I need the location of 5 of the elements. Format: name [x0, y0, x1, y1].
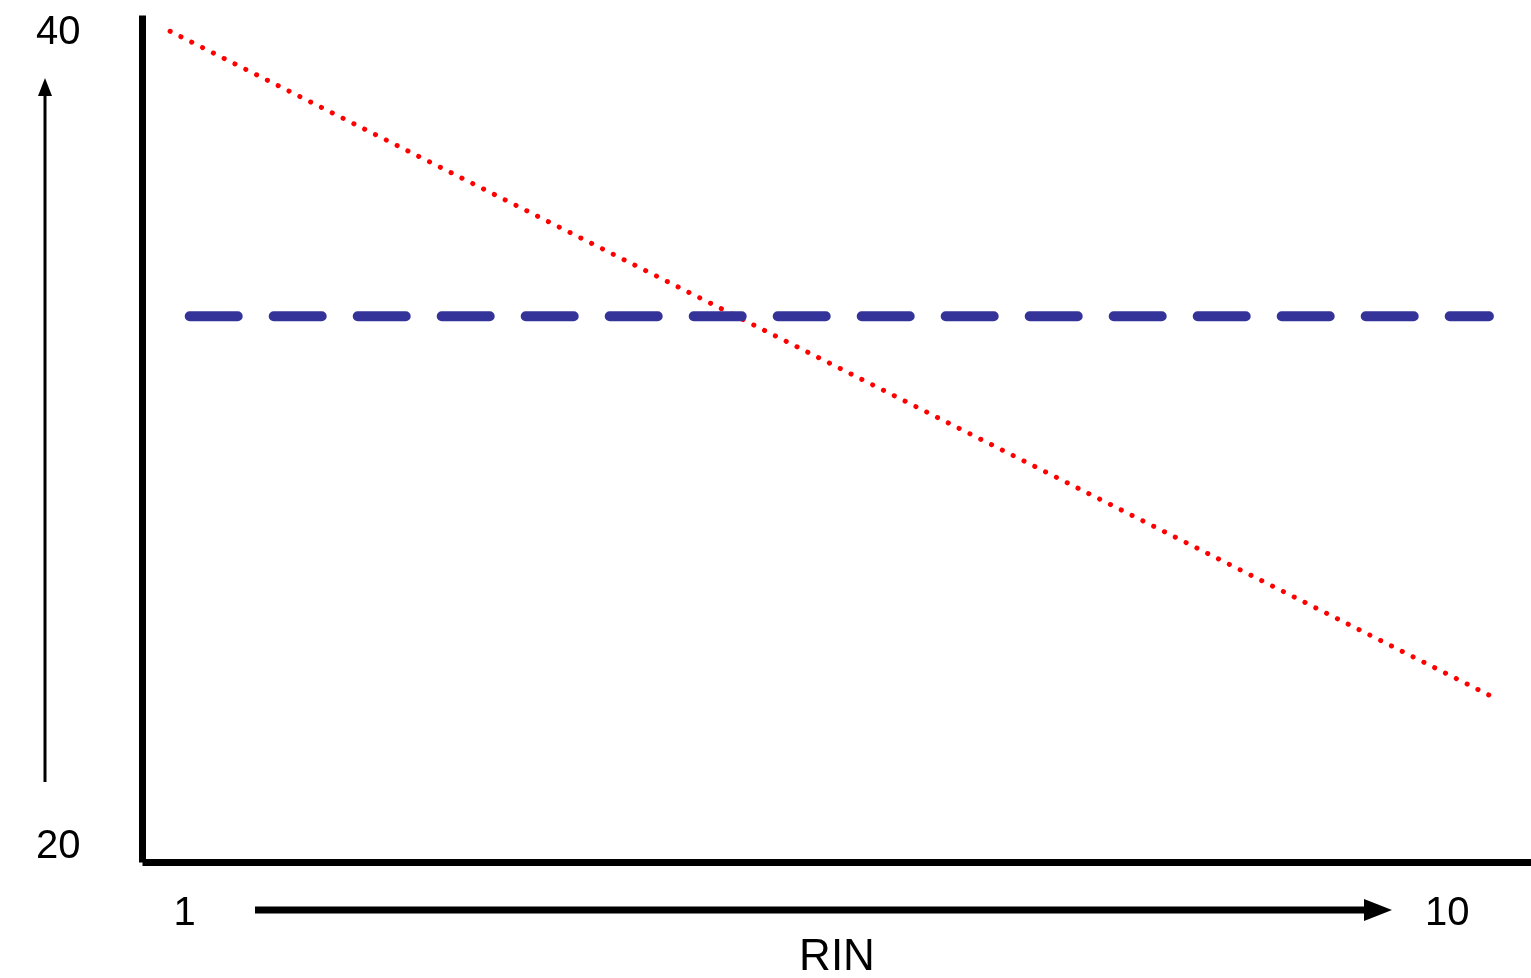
- x-tick-label: 1: [173, 888, 196, 933]
- x-tick-label: 10: [1425, 888, 1470, 933]
- x-axis-title: RIN: [799, 929, 875, 978]
- y-tick-label: 40: [36, 7, 81, 52]
- y-tick-label: 20: [36, 822, 81, 867]
